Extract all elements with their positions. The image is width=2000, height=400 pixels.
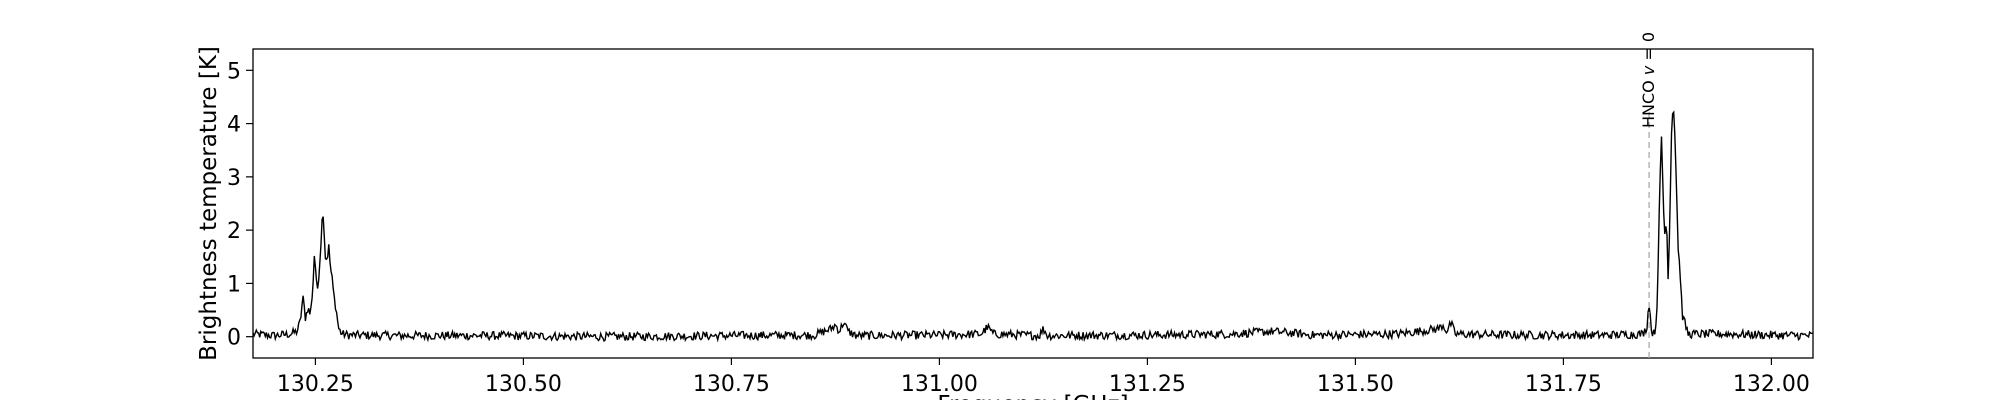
x-axis-label: Frequency [GHz] [937,392,1128,400]
y-tick-label: 0 [227,326,241,351]
y-tick-label: 2 [227,219,241,244]
y-tick-label: 4 [227,113,241,138]
x-tick-label: 130.50 [485,372,562,397]
y-axis: 0 1 2 3 4 5 [227,59,253,351]
y-tick-label: 5 [227,59,241,84]
plot-frame [252,48,1814,359]
x-tick-label: 131.50 [1317,372,1394,397]
y-axis-label: Brightness temperature [K] [196,46,222,361]
x-tick-label: 131.00 [901,372,978,397]
spectrum-line-0 [252,110,1813,343]
x-tick-label: 132.00 [1733,372,1810,397]
x-tick-label: 130.75 [693,372,770,397]
x-tick-label: 131.25 [1109,372,1186,397]
x-tick-label: 131.75 [1525,372,1602,397]
y-tick-label: 3 [227,166,241,191]
y-tick-label: 1 [227,272,241,297]
annotations: HNCO v = 0 [1639,32,1658,358]
x-axis: 130.25 130.50 130.75 131.00 131.25 131.50 131.… [277,358,1810,397]
plot-area [252,110,1813,343]
annotation-label: HNCO v = 0 [1639,32,1658,128]
x-tick-label: 130.25 [277,372,354,397]
